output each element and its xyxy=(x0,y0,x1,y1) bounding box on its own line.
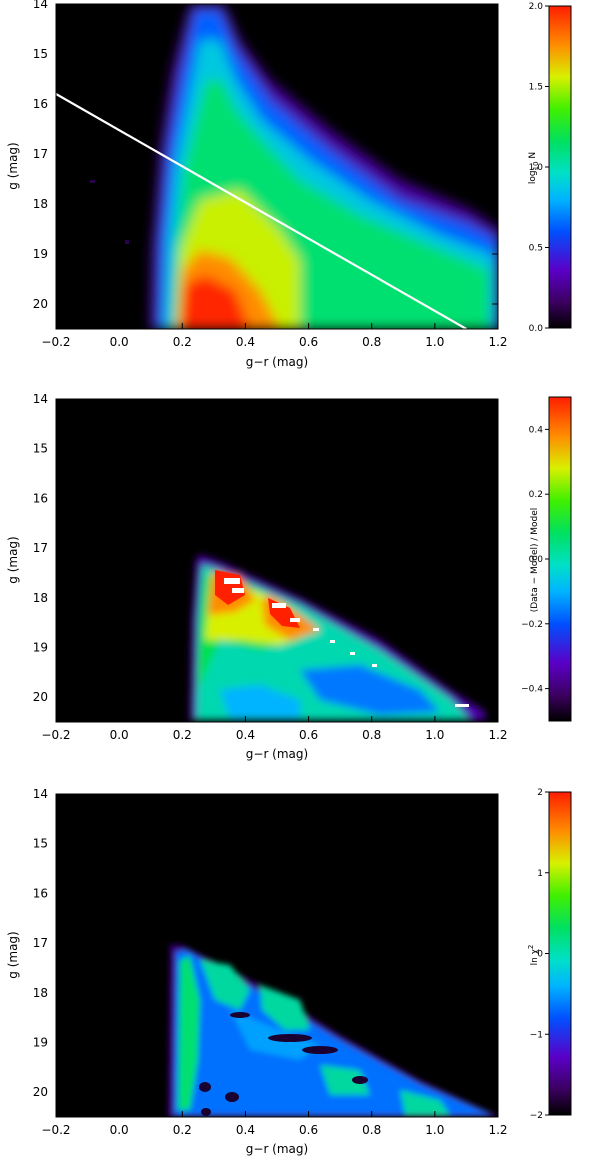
colorbar-tick-label: −1 xyxy=(530,1030,543,1040)
y-tick-label: 20 xyxy=(33,1085,48,1099)
y-tick-label: 18 xyxy=(33,986,48,1000)
colorbar-tick-label: −0.2 xyxy=(521,620,543,630)
y-axis-label-3: g (mag) xyxy=(6,931,20,978)
y-tick-label: 19 xyxy=(33,640,48,654)
colorbar-label-3: ln χ2 xyxy=(527,945,540,966)
colorbar-tick-label: 0.5 xyxy=(529,244,543,254)
residual-map-2 xyxy=(190,555,485,720)
x-tick-label: 1.2 xyxy=(488,335,507,349)
x-axis-label-2: g−r (mag) xyxy=(246,747,308,761)
x-tick-label: 0.2 xyxy=(173,1123,192,1137)
x-tick-label: 0.8 xyxy=(362,335,381,349)
x-tick-label: 0.8 xyxy=(362,1123,381,1137)
x-axis-label-3: g−r (mag) xyxy=(246,1142,308,1156)
y-tick-label: 14 xyxy=(33,787,48,801)
colorbar-tick-label: 2 xyxy=(537,788,543,798)
panel-2: −0.2 0.0 0.2 0.4 0.6 0.8 1.0 1.2 14 15 16 17 18 19 20… xyxy=(6,392,572,761)
colorbar-tick-label: −0.4 xyxy=(521,685,543,695)
y-axis-label-1: g (mag) xyxy=(6,142,20,189)
x-tick-label: 0.2 xyxy=(173,335,192,349)
panel-3: −0.2 0.0 0.2 0.4 0.6 0.8 1.0 1.2 14151617181920… xyxy=(6,787,572,1156)
colorbar-3: −2 −1 0 1 2 ln χ2 xyxy=(527,788,572,1121)
y-tick-label: 20 xyxy=(33,297,48,311)
x-tick-label: 1.2 xyxy=(488,1123,507,1137)
y-tick-label: 17 xyxy=(33,541,48,555)
colorbar-tick-label: 0.4 xyxy=(529,425,544,435)
chi2-map-3 xyxy=(168,945,498,1117)
x-tick-label: −0.2 xyxy=(41,335,70,349)
colorbar-label-2: (Data − Model) / Model xyxy=(530,508,540,613)
x-tick-label: 0.0 xyxy=(110,1123,129,1137)
x-tick-label: 1.2 xyxy=(488,728,507,742)
y-tick-label: 15 xyxy=(33,837,48,851)
colorbar-tick-label: 1 xyxy=(537,869,543,879)
colorbar-tick-label: 0.2 xyxy=(529,490,543,500)
x-ticks-2: −0.2 0.0 0.2 0.4 0.6 0.8 1.0 1.2 xyxy=(41,399,508,742)
y-tick-label: 20 xyxy=(33,690,48,704)
y-tick-label: 18 xyxy=(33,591,48,605)
y-tick-label: 19 xyxy=(33,247,48,261)
y-tick-label: 16 xyxy=(33,886,48,900)
colorbar-label-1: log10 N xyxy=(528,152,540,184)
x-tick-label: 0.2 xyxy=(173,728,192,742)
y-tick-label: 16 xyxy=(33,491,48,505)
x-tick-label: 0.4 xyxy=(236,335,255,349)
x-axis-label-1: g−r (mag) xyxy=(246,355,308,369)
colorbar-tick-label: 2.0 xyxy=(529,2,544,12)
y-ticks-2: 14 15 16 17 18 19 20 xyxy=(33,392,498,704)
x-tick-label: 0.6 xyxy=(299,335,318,349)
y-ticks-3: 14 15 16 17 18 19 20 xyxy=(33,787,498,1099)
density-map-1 xyxy=(56,4,498,329)
x-tick-label: 1.0 xyxy=(425,1123,444,1137)
y-ticks-1: 14 15 16 17 18 19 20 xyxy=(33,0,498,311)
x-tick-label: 1.0 xyxy=(425,728,444,742)
y-tick-label: 14 xyxy=(33,0,48,11)
x-tick-label: 0.0 xyxy=(110,335,129,349)
colorbar-1: 0.0 0.5 1.0 1.5 2.0 log10 N xyxy=(528,2,572,334)
colorbar-tick-label: 1.0 xyxy=(529,163,544,173)
colorbar-tick-label: 1.5 xyxy=(529,83,543,93)
x-tick-label: 0.6 xyxy=(299,728,318,742)
y-tick-label: 17 xyxy=(33,147,48,161)
x-ticks-3: −0.2 0.0 0.2 0.4 0.6 0.8 1.0 1.2 xyxy=(41,794,508,1137)
colorbar-tick-label: 0.0 xyxy=(529,555,544,565)
y-tick-label: 16 xyxy=(33,97,48,111)
y-tick-label: 14 xyxy=(33,392,48,406)
x-tick-label: 0.4 xyxy=(236,1123,255,1137)
colorbar-tick-label: 0 xyxy=(537,950,543,960)
x-tick-label: 0.6 xyxy=(299,1123,318,1137)
colorbar-2: −0.4 −0.2 0.0 0.2 0.4 (Data − Model) / Model xyxy=(521,396,572,722)
colorbar-tick-label: −2 xyxy=(530,1111,543,1121)
y-tick-label: 18 xyxy=(33,197,48,211)
colorbar-tick-label: 0.0 xyxy=(529,324,544,334)
y-axis-label-2: g (mag) xyxy=(6,536,20,583)
selection-line xyxy=(56,93,467,329)
x-tick-label: −0.2 xyxy=(41,1123,70,1137)
x-tick-label: 0.0 xyxy=(110,728,129,742)
x-tick-label: 0.8 xyxy=(362,728,381,742)
y-tick-label: 15 xyxy=(33,442,48,456)
x-tick-label: −0.2 xyxy=(41,728,70,742)
y-tick-label: 15 xyxy=(33,47,48,61)
x-ticks-1: −0.2 0.0 0.2 0.4 0.6 0.8 1.0 1.2 xyxy=(41,4,508,349)
y-tick-label: 17 xyxy=(33,936,48,950)
y-tick-label: 19 xyxy=(33,1035,48,1049)
x-tick-label: 0.4 xyxy=(236,728,255,742)
x-tick-label: 1.0 xyxy=(425,335,444,349)
panel-1: −0.2 0.0 0.2 0.4 0.6 0.8 1.0 1.2 14 15 16 17 18 19 20… xyxy=(6,0,572,369)
